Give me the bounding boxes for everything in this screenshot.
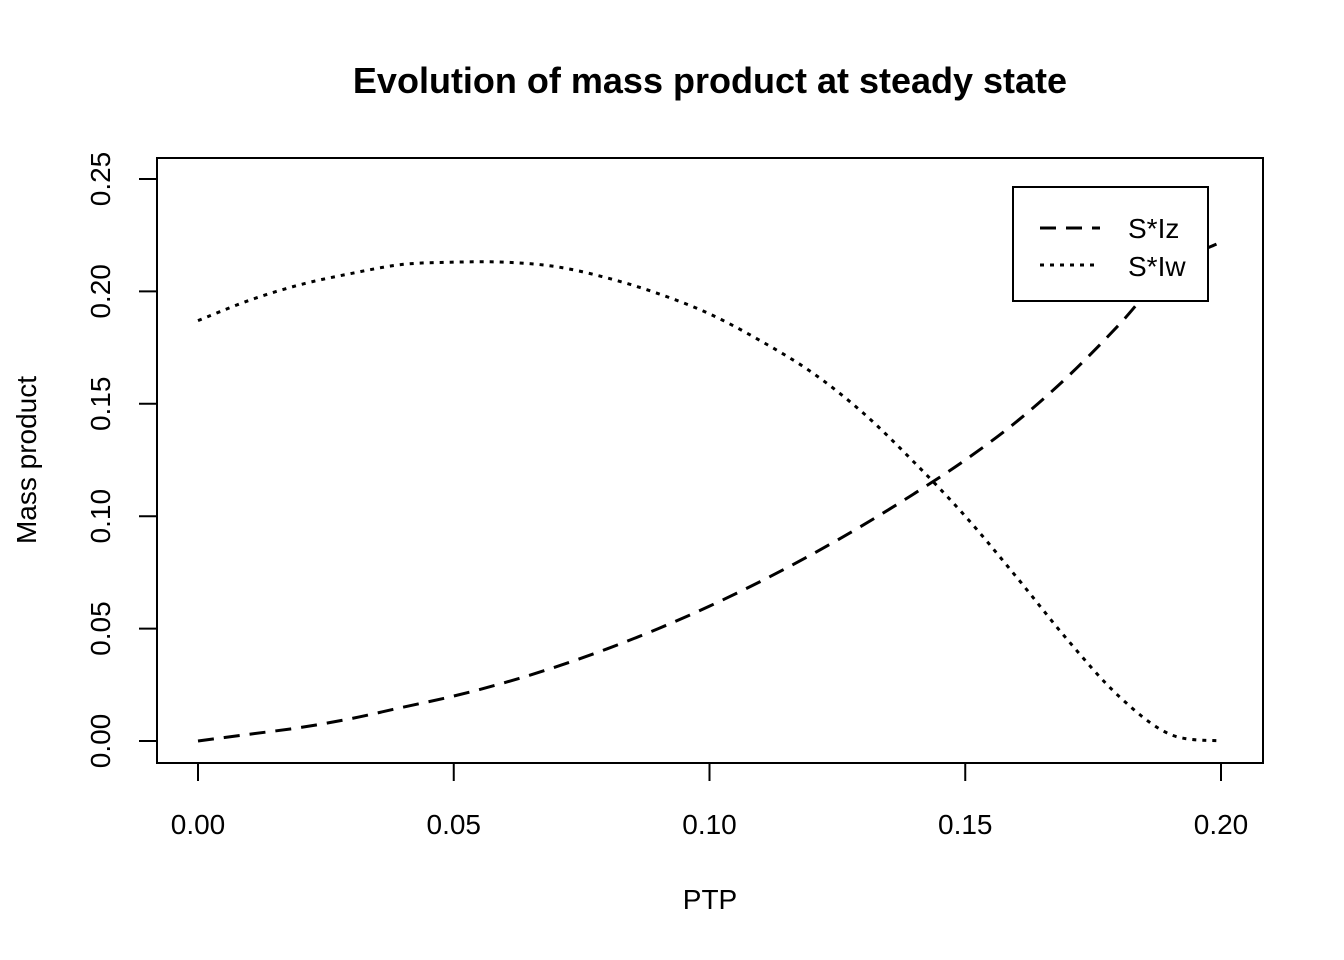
x-tick-label: 0.00 [171, 809, 226, 840]
x-tick-label: 0.20 [1194, 809, 1249, 840]
x-axis-label: PTP [683, 884, 737, 915]
legend-box [1012, 186, 1209, 302]
y-tick-label: 0.05 [85, 601, 116, 656]
y-axis-label: Mass product [11, 376, 42, 544]
y-axis: 0.00 0.05 0.10 0.15 0.20 0.25 [85, 152, 158, 769]
y-tick-label: 0.15 [85, 377, 116, 432]
y-tick-label: 0.25 [85, 152, 116, 207]
x-tick-label: 0.10 [682, 809, 737, 840]
y-tick-label: 0.10 [85, 489, 116, 544]
x-tick-label: 0.05 [427, 809, 482, 840]
y-tick-label: 0.20 [85, 264, 116, 319]
series-layer [197, 240, 1222, 743]
x-tick-label: 0.15 [938, 809, 993, 840]
legend: S*Iz S*Iw [1012, 186, 1209, 302]
series-line-s-iz [197, 240, 1222, 743]
legend-label-s-iz: S*Iz [1128, 213, 1179, 244]
x-axis: 0.00 0.05 0.10 0.15 0.20 [171, 762, 1249, 840]
y-tick-label: 0.00 [85, 714, 116, 769]
series-line-s-iw [197, 260, 1222, 743]
legend-label-s-iw: S*Iw [1128, 251, 1186, 282]
chart-title: Evolution of mass product at steady stat… [353, 60, 1067, 101]
